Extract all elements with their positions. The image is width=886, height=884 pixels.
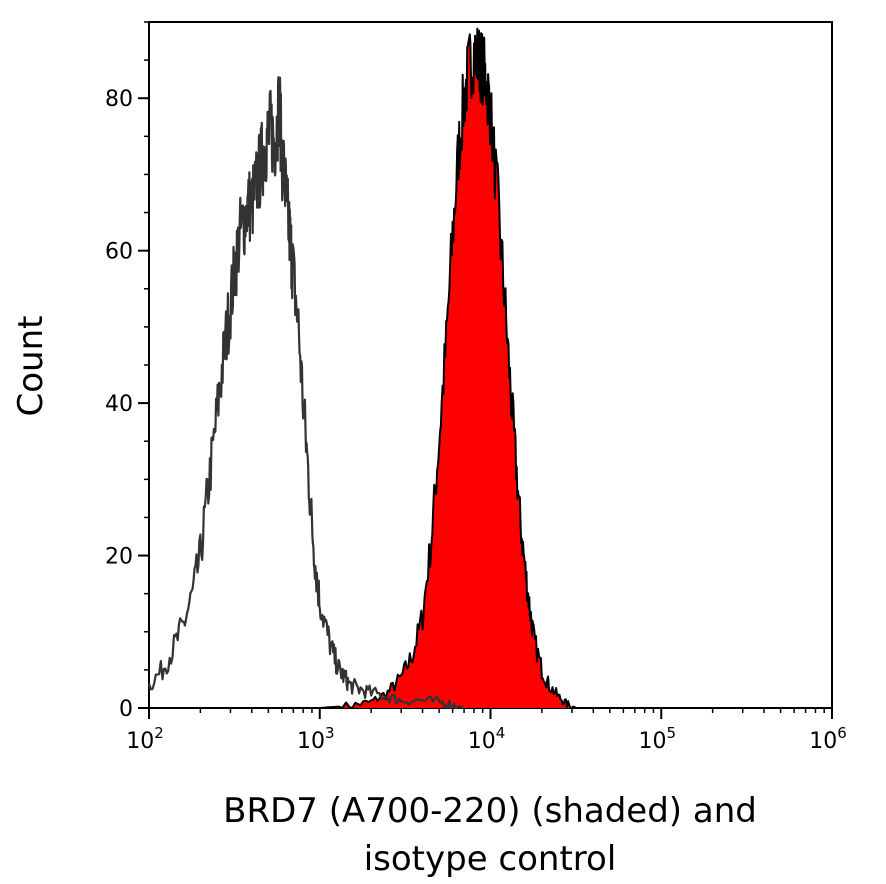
series-layer xyxy=(147,27,578,710)
y-axis-ticks: 0 20 40 60 80 xyxy=(105,87,149,722)
minor-ticks xyxy=(144,21,825,713)
series-1-line xyxy=(147,76,465,710)
x-axis-ticks: 102 103 104 105 106 xyxy=(126,708,847,754)
x-axis-title-line-1: BRD7 (A700-220) (shaded) and xyxy=(223,791,757,831)
series-0-area xyxy=(149,28,577,709)
x-tick-label: 103 xyxy=(297,724,335,754)
y-tick-label: 0 xyxy=(119,697,133,722)
x-tick-label: 106 xyxy=(809,724,847,754)
x-axis-title-line-2: isotype control xyxy=(364,839,617,879)
x-tick-label: 102 xyxy=(126,724,164,754)
y-axis-title: Count xyxy=(11,316,51,417)
y-tick-label: 20 xyxy=(105,545,133,570)
x-tick-label: 105 xyxy=(638,724,676,754)
x-tick-label: 104 xyxy=(468,724,506,754)
y-tick-label: 40 xyxy=(105,392,133,417)
y-tick-label: 60 xyxy=(105,240,133,265)
series-0-line xyxy=(149,27,578,709)
y-tick-label: 80 xyxy=(105,87,133,112)
